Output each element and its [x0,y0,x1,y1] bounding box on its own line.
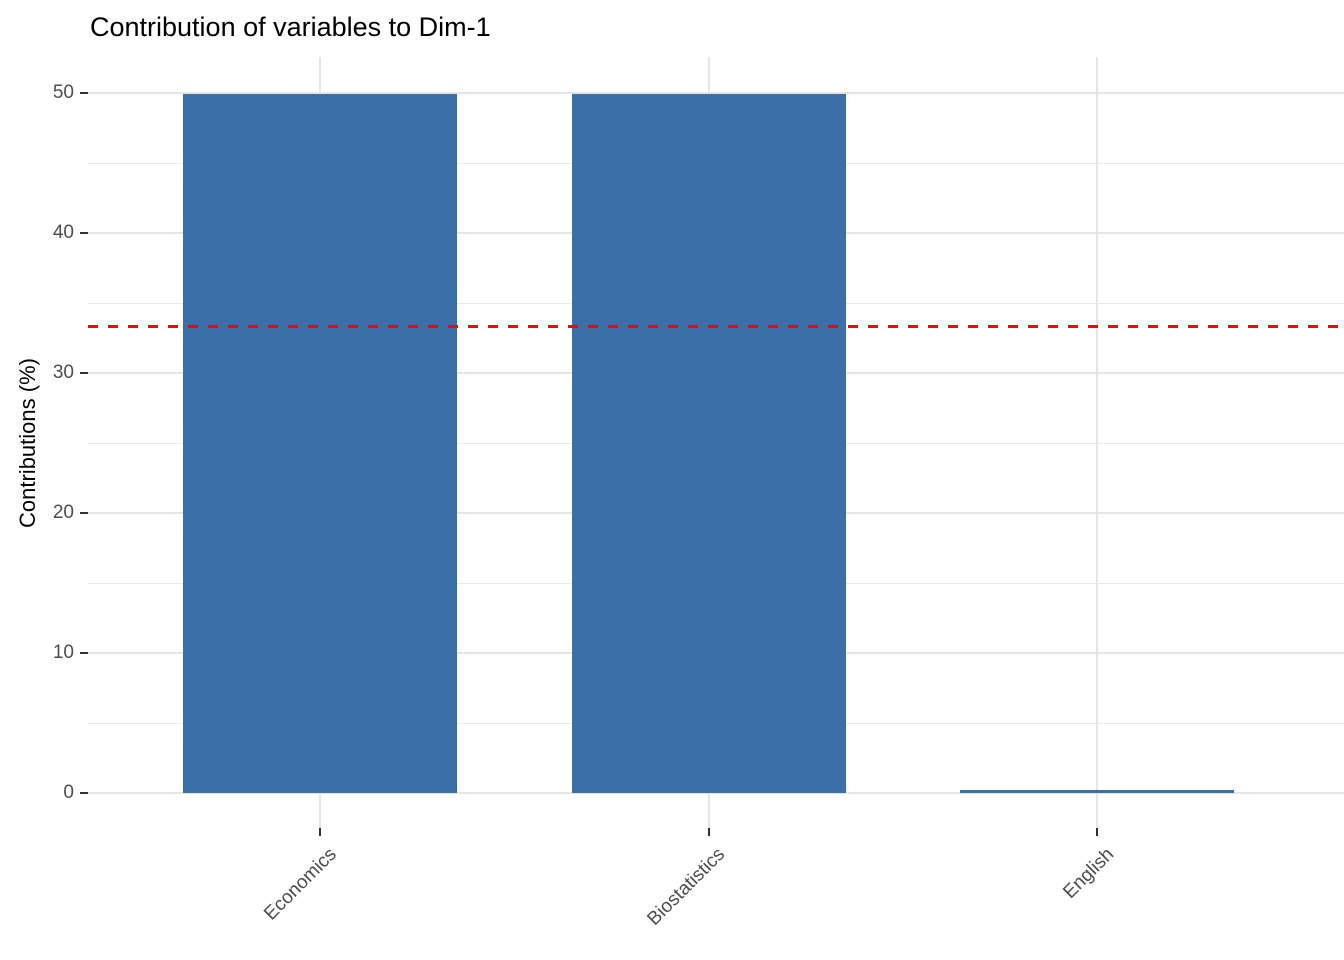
x-category-label: English [1058,844,1118,903]
y-tick-mark [80,652,88,654]
x-tick-mark [1096,828,1098,836]
y-tick-mark [80,92,88,94]
y-tick-mark [80,512,88,514]
y-axis-title: Contributions (%) [15,358,40,528]
y-tick-mark [80,232,88,234]
y-tick-label: 50 [52,82,74,103]
y-tick-label: 40 [52,222,74,243]
gridline-y-major [88,792,1344,794]
bar-english [960,790,1234,793]
bar-economics [183,94,457,793]
x-tick-mark [707,828,710,836]
y-tick-mark [80,372,88,374]
bar-biostatistics [571,94,846,793]
reference-line [88,325,1344,329]
x-category-label: Biostatistics [643,844,730,930]
y-tick-mark [80,792,88,794]
gridline-y-major [88,92,1344,94]
y-tick-label: 0 [63,782,74,803]
y-tick-label: 20 [52,502,74,523]
y-tick-label: 10 [52,642,74,663]
gridline-x-major [1096,57,1098,828]
x-category-label: Economics [260,844,341,925]
x-tick-mark [319,828,321,836]
y-tick-label: 30 [52,362,74,383]
chart-title: Contribution of variables to Dim-1 [90,12,491,42]
